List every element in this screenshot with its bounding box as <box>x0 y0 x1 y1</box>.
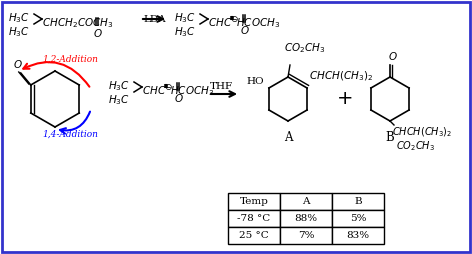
Text: 83%: 83% <box>346 231 370 240</box>
Text: -78 °C: -78 °C <box>237 214 270 223</box>
Bar <box>332 210 384 227</box>
Text: +: + <box>337 89 353 108</box>
Text: $H_3C$: $H_3C$ <box>8 11 30 25</box>
Text: $CO_2CH_3$: $CO_2CH_3$ <box>396 139 435 153</box>
Bar <box>332 193 384 210</box>
Text: 88%: 88% <box>295 214 318 223</box>
Text: $O$: $O$ <box>174 92 184 104</box>
Text: A: A <box>284 131 292 144</box>
Text: $CO_2CH_3$: $CO_2CH_3$ <box>284 41 325 55</box>
Text: $O$: $O$ <box>13 58 23 70</box>
Text: $O$: $O$ <box>93 27 103 39</box>
Text: $H_3C$: $H_3C$ <box>174 25 196 39</box>
Text: 5%: 5% <box>350 214 366 223</box>
Text: $H_3C$: $H_3C$ <box>174 11 196 25</box>
Bar <box>280 210 332 227</box>
Text: $HCOCH_3$: $HCOCH_3$ <box>170 84 214 98</box>
Text: $H_3C$: $H_3C$ <box>8 25 30 39</box>
Text: 7%: 7% <box>298 231 314 240</box>
Text: THF: THF <box>210 82 233 91</box>
Text: $H_3C$: $H_3C$ <box>108 93 130 107</box>
Bar <box>280 193 332 210</box>
Bar <box>280 227 332 244</box>
Text: $CHCH(CH_3)_2$: $CHCH(CH_3)_2$ <box>392 125 452 139</box>
Text: $H_3C$: $H_3C$ <box>108 79 130 93</box>
Text: 25 °C: 25 °C <box>239 231 269 240</box>
Text: $\ominus$: $\ominus$ <box>164 82 173 92</box>
Text: LDA: LDA <box>143 15 166 24</box>
Text: HO: HO <box>247 77 265 86</box>
Text: $CHCH(CH_3)_2$: $CHCH(CH_3)_2$ <box>309 69 373 83</box>
Bar <box>228 227 280 244</box>
Bar <box>332 227 384 244</box>
Text: $CHC$: $CHC$ <box>142 84 166 96</box>
Text: 1,4-Addition: 1,4-Addition <box>42 130 98 139</box>
Text: B: B <box>386 131 395 144</box>
Text: $O$: $O$ <box>240 24 250 36</box>
Text: 1,2-Addition: 1,2-Addition <box>42 55 98 64</box>
Text: Temp: Temp <box>240 197 269 206</box>
Text: A: A <box>302 197 310 206</box>
Bar <box>228 193 280 210</box>
Text: B: B <box>354 197 362 206</box>
Text: $CHCH_2COCH_3$: $CHCH_2COCH_3$ <box>42 16 114 30</box>
Text: $HCOCH_3$: $HCOCH_3$ <box>236 16 280 30</box>
Text: $O$: $O$ <box>388 50 398 62</box>
Text: $CHC$: $CHC$ <box>208 16 232 28</box>
Bar <box>228 210 280 227</box>
Text: $\ominus$: $\ominus$ <box>230 14 239 24</box>
